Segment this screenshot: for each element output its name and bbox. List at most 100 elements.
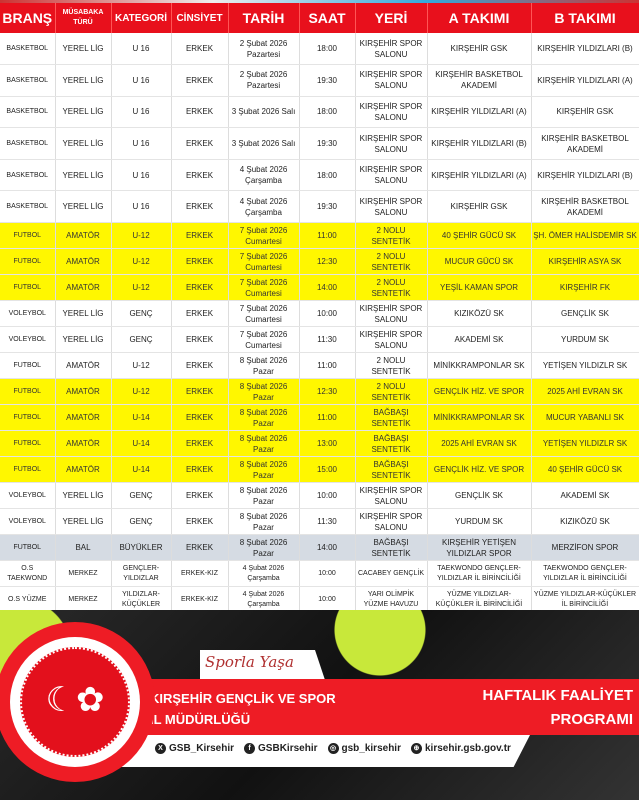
cell-a-takimi: MİNİKKRAMPONLAR SK [427, 352, 532, 380]
table-row: BASKETBOL YEREL LİG U 16 ERKEK 3 Şubat 2026 … [0, 127, 639, 160]
ministry-logo: ☾✿ [20, 647, 130, 757]
table-row: FUTBOL AMATÖR U-14 ERKEK 8 Şubat 2026 Pazar 1… [0, 430, 639, 458]
cell-yeri: YARI OLİMPİK YÜZME HAVUZU [355, 586, 428, 614]
globe-icon: ⊕ [410, 743, 422, 754]
slogan-ribbon [200, 650, 325, 680]
cell-brans: VOLEYBOL [0, 482, 56, 510]
cell-b-takimi: KIZIKÖZÜ SK [531, 508, 639, 536]
cell-musabaka-turu: BAL [55, 534, 112, 562]
table-row: BASKETBOL YEREL LİG U 16 ERKEK 2 Şubat 2026 … [0, 64, 639, 97]
program-line-2: PROGRAMI [550, 711, 634, 728]
cell-saat: 11:00 [299, 222, 356, 250]
cell-brans: FUTBOL [0, 352, 56, 380]
table-row: FUTBOL AMATÖR U-12 ERKEK 7 Şubat 2026 Cumart… [0, 248, 639, 276]
cell-brans: FUTBOL [0, 456, 56, 484]
table-row: O.S YÜZME MERKEZ YILDIZLAR-KÜÇÜKLER ERKEK-K… [0, 586, 639, 614]
cell-musabaka-turu: AMATÖR [55, 222, 112, 250]
cell-tarih: 8 Şubat 2026 Pazar [228, 456, 300, 484]
cell-yeri: KIRŞEHİR SPOR SALONU [355, 33, 428, 66]
cell-tarih: 3 Şubat 2026 Salı [228, 127, 300, 160]
cell-musabaka-turu: YEREL LİG [55, 326, 112, 354]
cell-saat: 10:00 [299, 586, 356, 614]
col-header-kategori: KATEGORİ [111, 3, 172, 33]
social-instagram[interactable]: ◎ gsb_kirsehir [327, 743, 401, 754]
cell-yeri: BAĞBAŞI SENTETİK [355, 430, 428, 458]
cell-saat: 12:30 [299, 378, 356, 406]
cell-kategori: U 16 [111, 96, 172, 129]
cell-brans: FUTBOL [0, 274, 56, 302]
cell-saat: 14:00 [299, 534, 356, 562]
cell-cinsiyet: ERKEK [171, 159, 229, 192]
cell-cinsiyet: ERKEK [171, 378, 229, 406]
cell-kategori: U-14 [111, 456, 172, 484]
col-header-saat: SAAT [299, 3, 356, 33]
cell-kategori: U-12 [111, 222, 172, 250]
cell-musabaka-turu: AMATÖR [55, 248, 112, 276]
social-facebook[interactable]: f GSBKirsehir [244, 743, 318, 754]
cell-brans: FUTBOL [0, 430, 56, 458]
footer-banner: Sporla Yaşa KIRŞEHİR GENÇLİK VE SPOR İL … [0, 610, 639, 800]
cell-musabaka-turu: AMATÖR [55, 430, 112, 458]
cell-musabaka-turu: YEREL LİG [55, 64, 112, 97]
cell-musabaka-turu: AMATÖR [55, 352, 112, 380]
cell-yeri: 2 NOLU SENTETİK [355, 248, 428, 276]
cell-tarih: 3 Şubat 2026 Salı [228, 96, 300, 129]
social-website[interactable]: ⊕ kirsehir.gsb.gov.tr [410, 743, 511, 754]
cell-b-takimi: KIRŞEHİR GSK [531, 96, 639, 129]
x-icon: X [155, 743, 166, 754]
cell-b-takimi: GENÇLİK SK [531, 300, 639, 328]
col-header-b-takimi: B TAKIMI [531, 3, 639, 33]
cell-brans: BASKETBOL [0, 127, 56, 160]
table-row: FUTBOL BAL BÜYÜKLER ERKEK 8 Şubat 2026 Pazar… [0, 534, 639, 562]
cell-tarih: 4 Şubat 2026 Çarşamba [228, 190, 300, 224]
cell-brans: FUTBOL [0, 534, 56, 562]
cell-a-takimi: 2025 AHİ EVRAN SK [427, 430, 532, 458]
cell-b-takimi: KIRŞEHİR FK [531, 274, 639, 302]
cell-b-takimi: 40 ŞEHİR GÜCÜ SK [531, 456, 639, 484]
cell-musabaka-turu: YEREL LİG [55, 159, 112, 192]
cell-brans: O.S YÜZME [0, 586, 56, 614]
cell-yeri: KIRŞEHİR SPOR SALONU [355, 508, 428, 536]
cell-a-takimi: YÜZME YILDIZLAR-KÜÇÜKLER İL BİRİNCİLİĞİ [427, 586, 532, 614]
cell-kategori: U 16 [111, 33, 172, 66]
cell-brans: VOLEYBOL [0, 300, 56, 328]
cell-yeri: KIRŞEHİR SPOR SALONU [355, 159, 428, 192]
program-line-1: HAFTALIK FAALİYET [482, 687, 633, 704]
cell-musabaka-turu: YEREL LİG [55, 33, 112, 66]
social-label: kirsehir.gsb.gov.tr [424, 743, 511, 754]
org-line-1: KIRŞEHİR GENÇLİK VE SPOR [150, 691, 336, 706]
cell-yeri: 2 NOLU SENTETİK [355, 222, 428, 250]
cell-b-takimi: YURDUM SK [531, 326, 639, 354]
program-title: HAFTALIK FAALİYET PROGRAMI [482, 684, 633, 732]
cell-kategori: U 16 [111, 190, 172, 224]
social-x[interactable]: X GSB_Kirsehir [155, 743, 234, 754]
cell-musabaka-turu: YEREL LİG [55, 482, 112, 510]
cell-yeri: CACABEY GENÇLİK [355, 560, 428, 588]
cell-yeri: KIRŞEHİR SPOR SALONU [355, 190, 428, 224]
cell-tarih: 7 Şubat 2026 Cumartesi [228, 248, 300, 276]
cell-musabaka-turu: MERKEZ [55, 560, 112, 588]
cell-musabaka-turu: MERKEZ [55, 586, 112, 614]
cell-a-takimi: GENÇLİK HİZ. VE SPOR [427, 456, 532, 484]
cell-musabaka-turu: AMATÖR [55, 456, 112, 484]
cell-tarih: 8 Şubat 2026 Pazar [228, 404, 300, 432]
slogan-text: Sporla Yaşa [205, 653, 294, 671]
table-row: VOLEYBOL YEREL LİG GENÇ ERKEK 7 Şubat 2026 C… [0, 300, 639, 328]
cell-b-takimi: KIRŞEHİR YILDIZLARI (A) [531, 64, 639, 97]
cell-tarih: 8 Şubat 2026 Pazar [228, 352, 300, 380]
cell-saat: 11:30 [299, 508, 356, 536]
cell-yeri: KIRŞEHİR SPOR SALONU [355, 64, 428, 97]
cell-a-takimi: 40 ŞEHİR GÜCÜ SK [427, 222, 532, 250]
cell-tarih: 4 Şubat 2026 Çarşamba [228, 159, 300, 192]
table-row: FUTBOL AMATÖR U-12 ERKEK 8 Şubat 2026 Pazar 1… [0, 352, 639, 380]
cell-tarih: 2 Şubat 2026 Pazartesi [228, 33, 300, 66]
cell-b-takimi: TAEKWONDO GENÇLER-YILDIZLAR İL BİRİNCİLİ… [531, 560, 639, 588]
cell-b-takimi: AKADEMİ SK [531, 482, 639, 510]
col-header-musabaka-turu: MÜSABAKA TÜRÜ [55, 3, 112, 33]
cell-b-takimi: MERZİFON SPOR [531, 534, 639, 562]
cell-brans: VOLEYBOL [0, 508, 56, 536]
table-row: FUTBOL AMATÖR U-12 ERKEK 7 Şubat 2026 Cumart… [0, 274, 639, 302]
table-row: BASKETBOL YEREL LİG U 16 ERKEK 4 Şubat 2026 … [0, 190, 639, 224]
col-header-tarih: TARİH [228, 3, 300, 33]
cell-a-takimi: MUCUR GÜCÜ SK [427, 248, 532, 276]
